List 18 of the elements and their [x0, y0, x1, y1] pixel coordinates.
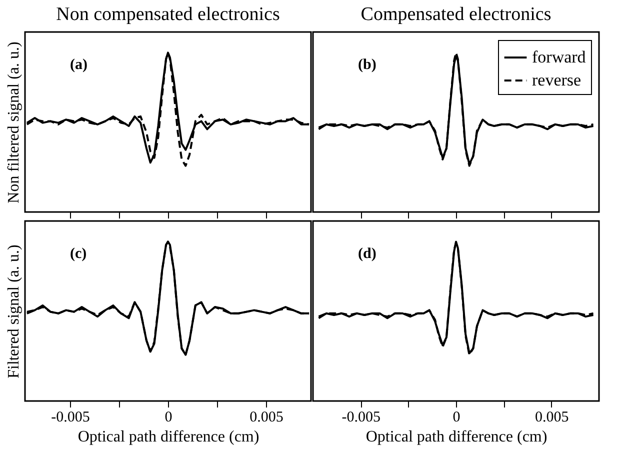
y-axis-title: Non filtered signal (a. u.) — [6, 42, 22, 204]
legend-label: forward — [532, 48, 586, 66]
x-tick-label: -0.005 — [342, 410, 381, 426]
x-axis-title: Optical path difference (cm) — [366, 428, 548, 446]
x-tick-label: 0 — [164, 410, 172, 426]
annotation: (c) — [70, 246, 87, 262]
chart-title: Compensated electronics — [360, 4, 552, 25]
x-tick-label: 0 — [452, 410, 460, 426]
chart-title: Non compensated electronics — [56, 4, 280, 25]
x-axis-title: Optical path difference (cm) — [78, 428, 260, 446]
annotation: (b) — [358, 57, 376, 73]
legend-label: reverse — [532, 70, 582, 90]
y-axis-title: Filtered signal (a. u.) — [6, 244, 22, 378]
x-tick-label: 0.005 — [534, 410, 569, 426]
annotation: (a) — [70, 57, 88, 73]
x-tick-label: -0.005 — [51, 410, 90, 426]
x-tick-label: 0.005 — [250, 410, 284, 426]
annotation: (d) — [358, 246, 376, 262]
